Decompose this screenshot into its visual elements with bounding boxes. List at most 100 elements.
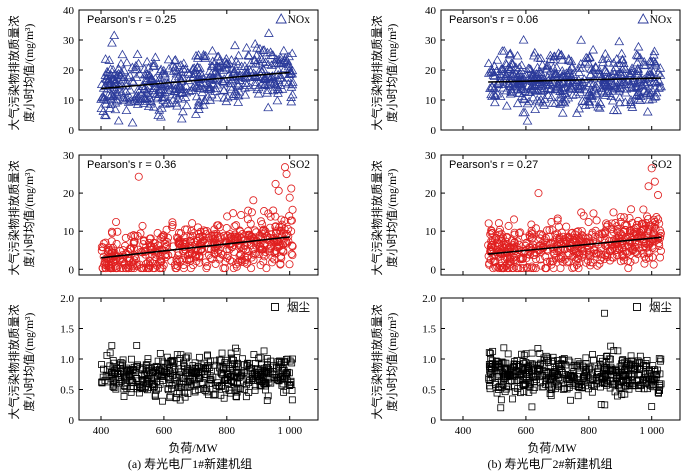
data-point [215, 383, 223, 391]
y-tick-label: 20 [425, 65, 437, 77]
data-point [275, 80, 286, 89]
data-point [522, 115, 533, 125]
data-point [245, 379, 252, 387]
data-point [620, 221, 629, 230]
ylabel-line2: 度小时均值/(mg/m³) [22, 313, 36, 412]
data-point [656, 382, 664, 390]
data-point [141, 247, 150, 256]
data-point [553, 216, 562, 225]
data-point [112, 370, 119, 377]
data-point [178, 63, 188, 73]
data-point [168, 218, 177, 227]
data-point [233, 78, 243, 88]
data-point [621, 390, 629, 398]
data-point [528, 403, 536, 411]
data-point [528, 50, 539, 60]
data-point [232, 344, 240, 352]
data-point [221, 57, 232, 67]
data-point [182, 354, 190, 362]
data-point [235, 252, 244, 261]
data-point [127, 355, 135, 363]
data-point [553, 48, 564, 57]
data-point [555, 234, 564, 243]
data-point [158, 368, 165, 376]
ylabel-line1: 大气污染物排放质量浓 [370, 160, 384, 275]
data-point [254, 376, 261, 384]
data-point [653, 68, 664, 77]
data-point [237, 371, 245, 379]
data-point [614, 381, 622, 389]
data-point [195, 63, 205, 72]
data-point [240, 73, 251, 82]
data-point [640, 385, 648, 393]
data-point [275, 359, 283, 367]
y-tick-label: 1.0 [60, 354, 74, 366]
data-point [191, 91, 202, 101]
data-point [260, 207, 269, 216]
data-point [208, 78, 219, 88]
data-point [154, 259, 163, 268]
data-point [530, 378, 538, 386]
data-point [203, 262, 212, 271]
data-point [559, 97, 570, 107]
data-point [148, 102, 159, 111]
data-point [288, 387, 296, 394]
data-point [108, 369, 116, 376]
data-point [614, 97, 625, 107]
data-point [251, 369, 258, 377]
data-point [484, 219, 493, 228]
y-tick-label: 1.5 [60, 324, 74, 336]
data-point [190, 79, 201, 89]
x-tick-label: 400 [455, 425, 472, 437]
data-point [210, 86, 221, 95]
data-point [199, 364, 207, 371]
data-point [254, 58, 265, 68]
data-point [272, 95, 283, 105]
data-point [630, 382, 638, 389]
caption-b: (b) 寿光电厂2#新建机组 [488, 456, 613, 471]
data-point [203, 91, 213, 101]
data-point [535, 53, 546, 63]
data-point [603, 252, 612, 261]
data-point [616, 48, 627, 58]
data-point [120, 393, 128, 400]
data-point [614, 82, 625, 92]
data-point [555, 99, 566, 108]
ylabel-line1: 大气污染物排放质量浓 [7, 304, 21, 419]
data-point [549, 353, 557, 361]
data-point [135, 389, 143, 397]
data-point [541, 61, 552, 70]
data-point [550, 69, 560, 79]
data-point [121, 57, 132, 67]
data-point [589, 351, 596, 358]
data-point [200, 95, 210, 105]
y-tick-label: 2.0 [422, 293, 436, 305]
data-point [257, 72, 268, 81]
data-point [207, 376, 215, 384]
data-point [489, 257, 498, 266]
data-point [637, 80, 648, 89]
data-point [593, 380, 601, 388]
data-point [260, 241, 269, 250]
data-point [529, 264, 538, 273]
data-point [141, 372, 149, 379]
data-point [286, 369, 293, 377]
trend-line [100, 236, 290, 259]
data-point [506, 242, 515, 252]
data-point [238, 230, 247, 239]
data-point [287, 77, 298, 86]
data-point [656, 226, 665, 235]
data-point [146, 234, 155, 243]
data-point [133, 96, 144, 106]
data-point [497, 396, 505, 404]
data-point [542, 60, 553, 70]
data-point [264, 209, 273, 218]
data-point [542, 367, 550, 375]
data-point [242, 259, 251, 268]
data-point [192, 364, 200, 372]
data-point [548, 77, 558, 87]
data-point [287, 48, 298, 58]
data-point [650, 83, 661, 92]
data-point [233, 348, 241, 356]
legend-label: NOx [288, 14, 311, 26]
